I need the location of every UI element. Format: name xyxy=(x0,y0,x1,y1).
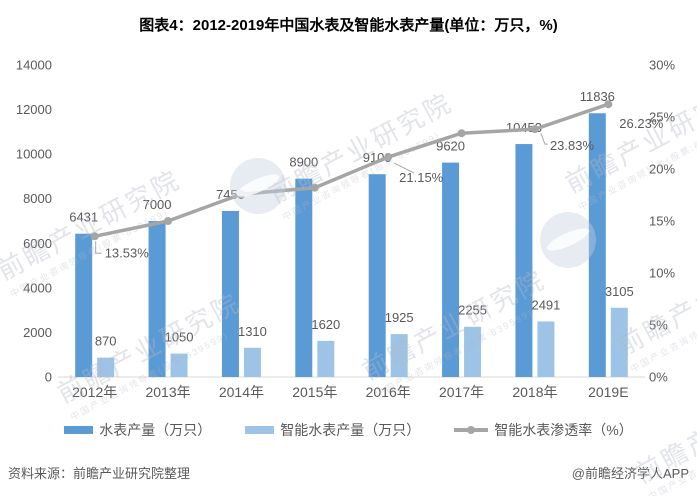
bar-value-label: 11836 xyxy=(580,89,615,104)
bar-value-label: 1050 xyxy=(165,330,194,345)
line-marker-icon xyxy=(604,100,613,109)
bar-value-label: 870 xyxy=(95,334,117,349)
line-marker-icon xyxy=(90,232,99,241)
bar-value-label: 3105 xyxy=(605,284,634,299)
bar-water-meter xyxy=(221,210,239,377)
combo-chart: 0 2000 4000 6000 8000 10000 12000 14000 0% 5% 10% 1… xyxy=(16,58,676,401)
right-axis-tick-label: 25% xyxy=(649,110,675,125)
bar-value-label: 2491 xyxy=(531,297,560,312)
bar-value-label: 1310 xyxy=(238,324,267,339)
label-leader-line xyxy=(95,241,102,254)
line-value-label: 23.83% xyxy=(550,138,595,153)
bar-value-label: 1620 xyxy=(311,317,340,332)
bar-smart-meter xyxy=(317,340,335,377)
right-axis-tick-label: 15% xyxy=(649,214,675,229)
bar-water-meter xyxy=(588,113,606,377)
bar-smart-meter xyxy=(390,334,408,377)
category-label: 2015年 xyxy=(292,384,337,400)
legend-label: 智能水表产量（万只） xyxy=(280,422,421,438)
legend: 水表产量（万只） 智能水表产量（万只） 智能水表渗透率（%） xyxy=(0,421,697,439)
legend-dot-icon xyxy=(467,426,476,434)
bar-smart-meter xyxy=(537,321,555,377)
line-value-label: 13.53% xyxy=(105,245,150,260)
left-axis-tick-label: 12000 xyxy=(16,102,52,117)
chart-title: 图表4：2012-2019年中国水表及智能水表产量(单位：万只，%) xyxy=(139,17,558,34)
bar-value-label: 1925 xyxy=(385,310,414,325)
line-marker-icon xyxy=(384,153,393,162)
bar-value-label: 7450 xyxy=(216,187,245,202)
category-label: 2012年 xyxy=(72,384,117,400)
bar-smart-meter xyxy=(243,347,261,377)
right-axis-tick-label: 5% xyxy=(649,318,668,333)
legend-label: 水表产量（万只） xyxy=(99,422,212,438)
line-marker-icon xyxy=(164,217,173,225)
footer: 资料来源：前瞻产业研究院整理 @前瞻经济学人APP xyxy=(0,463,697,482)
legend-label: 智能水表渗透率（%） xyxy=(494,422,633,438)
left-axis-tick-label: 14000 xyxy=(16,58,52,73)
legend-swatch-dark-blue xyxy=(64,426,94,434)
legend-swatch-light-blue xyxy=(245,426,275,434)
bar-water-meter xyxy=(515,144,533,377)
line-marker-icon xyxy=(457,129,466,138)
line-marker-icon xyxy=(310,183,319,192)
bar-water-meter xyxy=(295,178,313,377)
category-label: 2017年 xyxy=(439,384,484,400)
left-axis-tick-label: 8000 xyxy=(23,191,52,206)
legend-item-smart-meter-output: 智能水表产量（万只） xyxy=(245,420,420,440)
bar-value-label: 6431 xyxy=(69,210,98,225)
category-label: 2018年 xyxy=(512,384,557,400)
left-axis-tick-label: 10000 xyxy=(16,147,52,162)
bar-smart-meter xyxy=(170,353,188,377)
bar-value-label: 9620 xyxy=(436,139,465,154)
category-label: 2016年 xyxy=(366,384,411,400)
bar-smart-meter xyxy=(610,307,628,377)
line-value-label: 26.23% xyxy=(619,116,664,131)
line-marker-icon xyxy=(530,125,539,134)
bar-value-label: 7000 xyxy=(143,197,172,212)
bar-water-meter xyxy=(368,174,386,377)
category-label: 2019E xyxy=(588,384,628,400)
source-text: 资料来源：前瞻产业研究院整理 xyxy=(8,466,191,481)
bar-value-label: 8900 xyxy=(289,155,318,170)
label-leader-line xyxy=(393,162,415,174)
bar-smart-meter xyxy=(97,357,115,377)
category-label: 2013年 xyxy=(145,384,190,400)
category-label: 2014年 xyxy=(219,384,264,400)
left-axis-tick-label: 2000 xyxy=(23,325,52,340)
right-axis-tick-label: 10% xyxy=(649,266,675,281)
bar-water-meter xyxy=(442,162,460,377)
bar-value-label: 9100 xyxy=(363,150,392,165)
line-value-label: 21.15% xyxy=(399,170,444,185)
legend-item-penetration-rate: 智能水表渗透率（%） xyxy=(454,420,633,440)
right-axis-tick-label: 0% xyxy=(649,370,668,385)
left-axis-tick-label: 6000 xyxy=(23,236,52,251)
brand-text: @前瞻经济学人APP xyxy=(571,466,689,481)
label-leader-line xyxy=(540,132,548,145)
line-marker-icon xyxy=(237,190,246,199)
chart-plot-area: 0 2000 4000 6000 8000 10000 12000 14000 0% 5% 10% 1… xyxy=(0,52,697,407)
left-axis-tick-label: 4000 xyxy=(23,280,52,295)
left-axis-tick-label: 0 xyxy=(45,370,52,385)
legend-item-water-meter-output: 水表产量（万只） xyxy=(64,420,211,440)
bar-smart-meter xyxy=(464,326,482,377)
bar-water-meter xyxy=(75,233,93,377)
penetration-line xyxy=(92,102,611,239)
right-axis-tick-label: 30% xyxy=(649,58,675,73)
right-axis-tick-label: 20% xyxy=(649,162,675,177)
legend-line-marker-icon xyxy=(454,426,489,434)
bar-value-label: 2255 xyxy=(458,303,487,318)
bar-water-meter xyxy=(148,221,166,377)
